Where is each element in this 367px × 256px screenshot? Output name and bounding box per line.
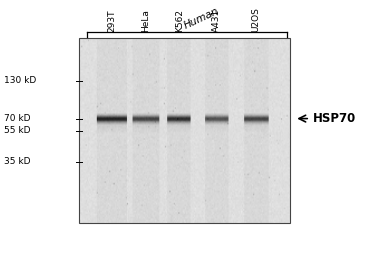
Text: A431: A431 xyxy=(212,9,221,32)
Text: HeLa: HeLa xyxy=(141,9,150,32)
Text: Human: Human xyxy=(182,6,221,31)
Text: 130 kD: 130 kD xyxy=(4,76,36,85)
Text: HSP70: HSP70 xyxy=(313,112,356,125)
Text: 70 kD: 70 kD xyxy=(4,114,30,123)
Text: U2OS: U2OS xyxy=(251,7,260,32)
Text: 35 kD: 35 kD xyxy=(4,157,30,166)
Text: K562: K562 xyxy=(175,9,184,32)
Bar xyxy=(79,38,290,223)
Text: 293T: 293T xyxy=(108,9,117,32)
Text: 55 kD: 55 kD xyxy=(4,126,30,135)
